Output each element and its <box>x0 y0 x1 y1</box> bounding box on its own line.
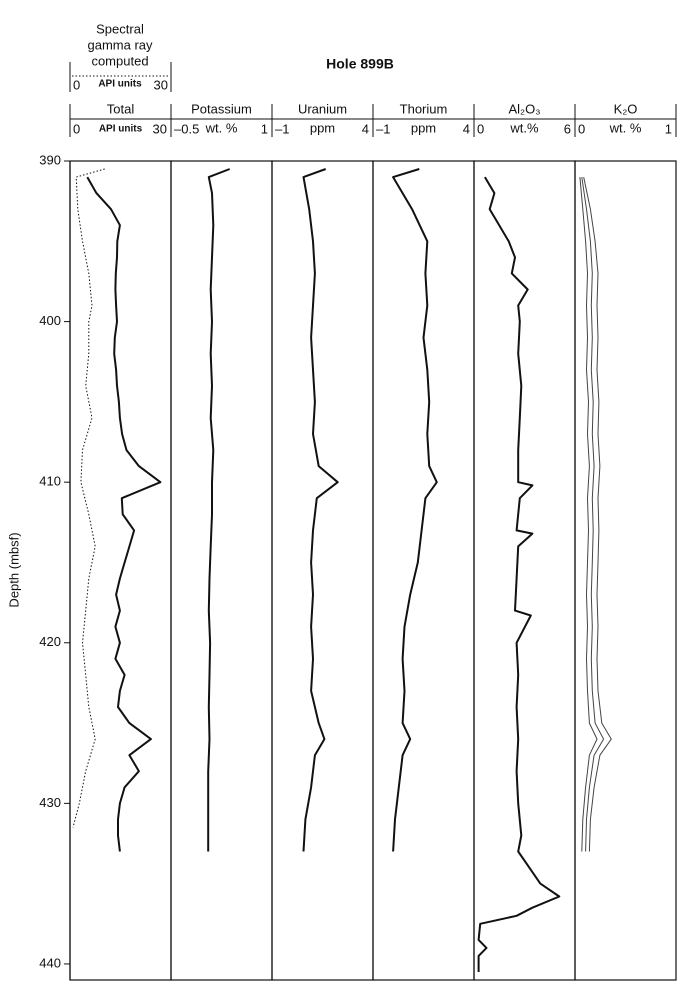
y-tick-label: 410 <box>39 474 61 489</box>
log-curve <box>392 168 438 852</box>
track-title: Total <box>107 101 135 116</box>
track-frame <box>473 160 576 981</box>
x-tick-label: 0 <box>477 121 484 136</box>
track-unit small: API units <box>99 124 143 135</box>
log-curve <box>581 177 605 852</box>
track-unit: wt.% <box>509 120 539 135</box>
track-title: Uranium <box>298 101 347 116</box>
computed-title: Spectral <box>96 21 144 36</box>
track-unit: wt. % <box>609 120 642 135</box>
y-tick-label: 390 <box>39 152 61 167</box>
computed-title: computed <box>91 53 148 68</box>
track-frame <box>271 160 374 981</box>
x-tick-label: 4 <box>362 121 369 136</box>
log-curve <box>72 168 105 828</box>
computed-bracket <box>69 62 172 92</box>
chart-title: Hole 899B <box>326 56 394 72</box>
x-tick-label: 1 <box>665 121 672 136</box>
x-tick-label: 0 <box>578 121 585 136</box>
log-curve <box>86 176 162 852</box>
x-tick-label: 0 <box>73 121 80 136</box>
x-tick-label: 1 <box>261 121 268 136</box>
x-tick-label: 30 <box>153 121 167 136</box>
track-title: Al₂O₃ <box>508 101 540 116</box>
x-tick-label: –1 <box>275 121 289 136</box>
track-title: Thorium <box>400 101 448 116</box>
track-title: Potassium <box>191 101 252 116</box>
computed-tick-label: 0 <box>73 77 80 92</box>
track-unit: ppm <box>411 120 436 135</box>
x-tick-label: 6 <box>564 121 571 136</box>
x-tick-label: 4 <box>463 121 470 136</box>
log-curve <box>302 168 339 852</box>
y-tick-label: 440 <box>39 955 61 970</box>
track-frame <box>372 160 475 981</box>
track-frame <box>574 160 677 981</box>
log-curve <box>579 177 598 852</box>
computed-title: gamma ray <box>87 37 153 52</box>
y-tick-label: 430 <box>39 795 61 810</box>
y-axis-label: Depth (mbsf) <box>6 532 21 607</box>
x-tick-label: –1 <box>376 121 390 136</box>
computed-axis-label: API units <box>98 79 142 90</box>
computed-tick-label: 30 <box>154 77 168 92</box>
y-tick-label: 420 <box>39 634 61 649</box>
track-title: K₂O <box>614 101 638 116</box>
log-curve <box>477 176 561 972</box>
track-frame <box>69 160 172 981</box>
track-unit: wt. % <box>205 120 238 135</box>
x-tick-label: –0.5 <box>174 121 199 136</box>
log-curve <box>207 168 231 852</box>
y-tick-label: 400 <box>39 313 61 328</box>
track-frame <box>170 160 273 981</box>
log-curve <box>583 176 612 852</box>
track-unit: ppm <box>310 120 335 135</box>
